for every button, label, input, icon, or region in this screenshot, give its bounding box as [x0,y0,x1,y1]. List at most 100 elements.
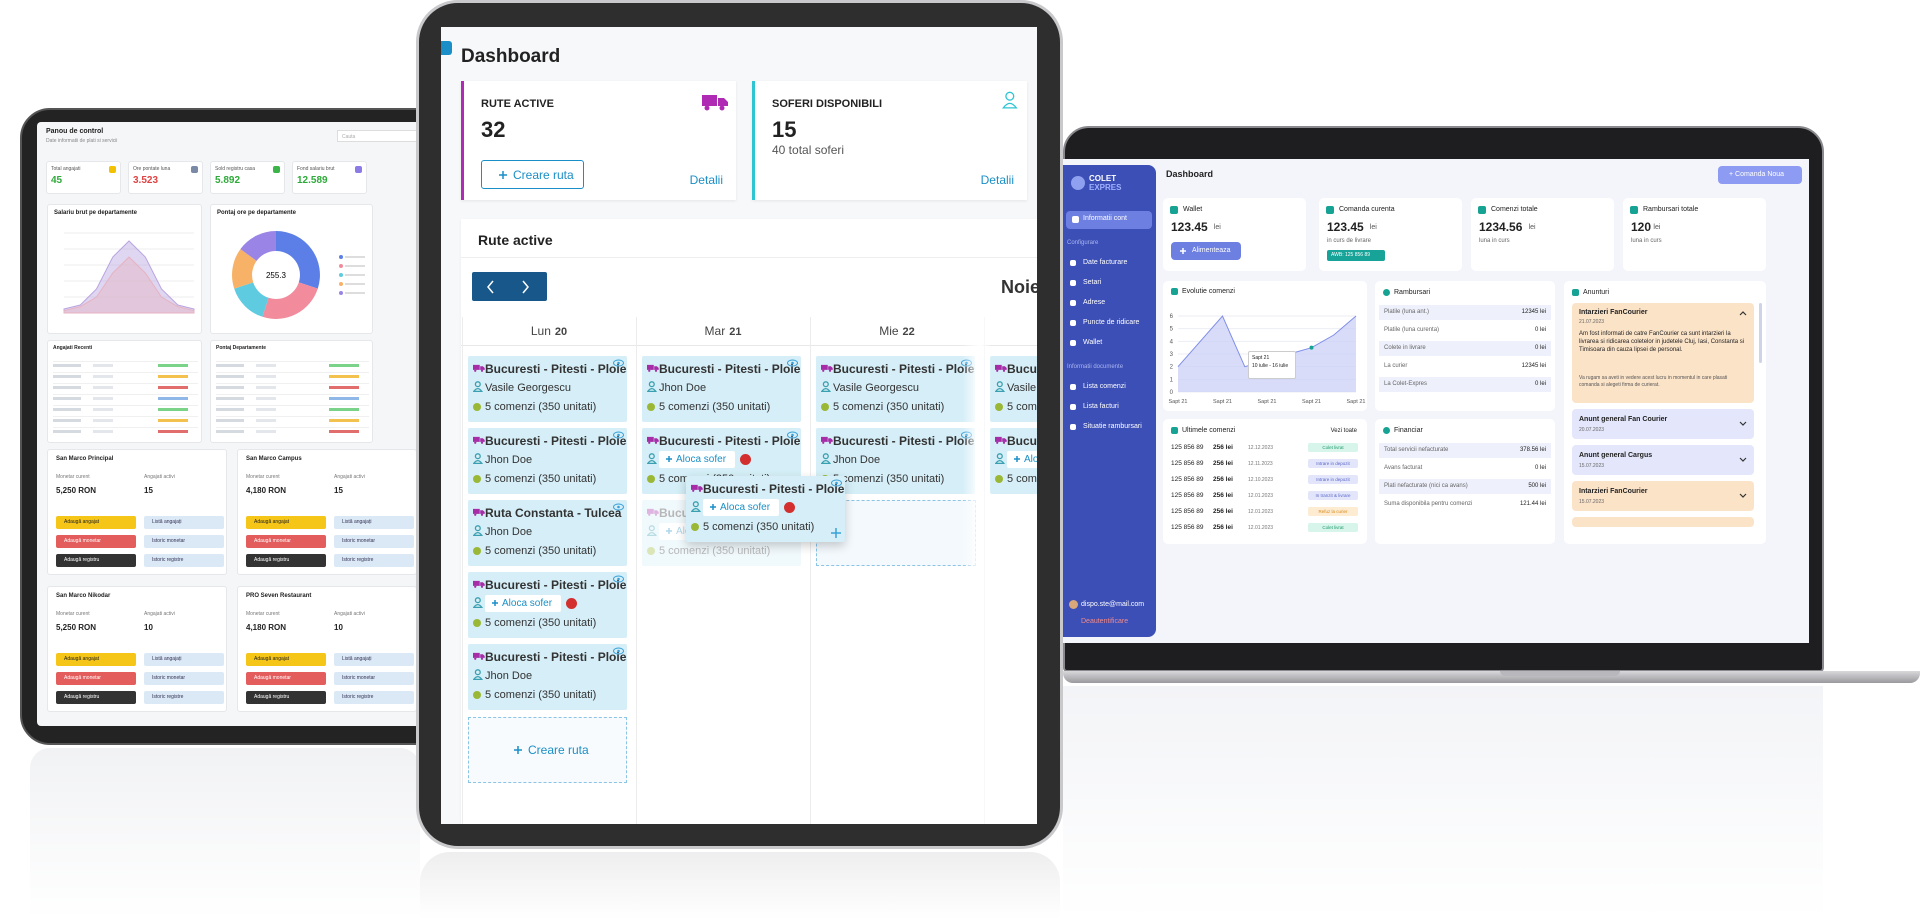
route-name: Bucuresti - Pitesti - Ploiesti [833,362,975,376]
history-button[interactable]: Istoric registre [144,691,224,704]
route-card[interactable]: Bucuresti - Pitesti - Ploiesti Aloca sofe… [686,476,845,542]
route-card[interactable]: Bucuresti - Pitesti - Ploiesti Jhon Doe 5 … [642,356,801,422]
status-label: In tranzit & livrare [1315,493,1351,498]
assign-driver-button[interactable]: Aloca sofer [659,451,751,468]
field-value: 15 [144,486,153,495]
announcement-title: Intarzieri FanCourier [1579,309,1648,316]
wheel [474,369,477,372]
announcement-item[interactable]: Anunt general Fan Courier 20.07.2023 [1572,409,1754,439]
menu-item[interactable]: Situatie rambursari [1066,420,1152,436]
action-button[interactable]: Adaugă registru [56,554,136,567]
action-button[interactable]: Adaugă angajat [246,653,326,666]
row-bar [329,419,359,422]
action-button[interactable]: Adaugă registru [246,691,326,704]
details-link[interactable]: Detalii [689,173,723,187]
y-tick-label: 4 [1170,339,1174,345]
new-order-button[interactable]: + Comanda Noua [1718,166,1802,184]
row-bar [93,386,113,389]
person-head [474,453,481,460]
stat-card: Wallet 123.45 lei Alimenteaza [1163,198,1306,271]
route-card[interactable]: Bucuresti - Pitesti - Ploiesti Aloca sofe… [468,572,627,638]
history-button[interactable]: Istoric registre [334,691,414,704]
button-label: + Comanda Noua [1729,171,1785,178]
menu-label: Informatii cont [1083,215,1127,222]
menu-item[interactable]: Wallet [1066,336,1152,352]
chart-panel: Pontaj ore pe departamente 255.3 [210,204,373,334]
menu-item[interactable]: Adrese [1066,296,1152,312]
history-button[interactable]: Istoric registre [144,554,224,567]
order-count: 5 comenzi (350 unitati) [485,545,597,557]
card-title: RUTE ACTIVE [481,98,554,110]
action-button[interactable]: Adaugă monetar [56,535,136,548]
create-route-button[interactable]: Creare ruta [481,160,584,189]
route-card[interactable]: Bucuresti - Pitesti - Ploiesti Vasile Geo… [468,356,627,422]
route-card[interactable]: Ruta Constanta - Tulcea Jhon Doe 5 comenzi… [468,500,627,566]
avatar [1069,600,1078,609]
menu-item[interactable]: Date facturare [1066,256,1152,272]
history-button[interactable]: Istoric registre [334,554,414,567]
history-button[interactable]: Istoric monetar [334,672,414,685]
assign-driver-button[interactable]: Aloca sofer [1007,451,1037,468]
search-box[interactable]: Cauta [337,130,427,142]
row-value: 378.56 lei [1519,447,1546,453]
action-button[interactable]: Adaugă registru [56,691,136,704]
action-button[interactable]: Adaugă registru [246,554,326,567]
menu-item[interactable]: Lista facturi [1066,400,1152,416]
info-row: Plati nefacturate (nici ca avans) 500 lei [1379,479,1551,494]
route-card[interactable]: Bucuresti - Pitesti - Ploiesti Jhon Doe 5 … [468,428,627,494]
order-amount: 256 lei [1213,508,1233,515]
menu-item[interactable]: Setari [1066,276,1152,292]
history-button[interactable]: Listă angajați [144,653,224,666]
location-card: San Marco Campus Monetar curent 4,180 RON A… [237,449,417,575]
wheel [822,369,825,372]
order-amount: 256 lei [1213,524,1233,531]
topup-button[interactable]: Alimenteaza [1171,242,1241,260]
row-value: 0 lei [1534,381,1546,387]
add-route-slot[interactable]: Creare ruta [468,717,627,783]
menu-item[interactable]: Puncte de ridicare [1066,316,1152,332]
action-button[interactable]: Adaugă monetar [246,535,326,548]
route-card[interactable]: Bucuresti - Pitesti - Ploiesti Jhon Doe 5 … [468,644,627,710]
info-row: Platile (luna curenta) 0 lei [1379,323,1551,338]
action-button[interactable]: Adaugă monetar [246,672,326,685]
history-button[interactable]: Istoric monetar [334,535,414,548]
eye-pupil [617,577,620,581]
order-id: 125 856 89 [1171,524,1204,531]
route-name: Bucuresti - Pitesti - Ploiesti [1007,434,1037,448]
announcement-item[interactable]: Intarzieri FanCourier 15.07.2023 [1572,481,1754,511]
route-card[interactable]: Bucuresti - Pitesti - Ploiesti Vasile Geo… [816,356,975,422]
week-nav [472,272,547,301]
action-button[interactable]: Adaugă angajat [56,516,136,529]
history-button[interactable]: Listă angajați [334,516,414,529]
route-card[interactable]: Bucuresti - Pitesti - Ploiesti Jhon Doe 5 … [816,428,975,494]
route-card[interactable]: Bucuresti - Pitesti - Ploiesti Aloca sofe… [990,428,1037,494]
history-button[interactable]: Listă angajați [334,653,414,666]
collapse-toggle[interactable] [441,41,452,55]
order-count: 5 comenzi (350 unitati) [485,689,597,701]
route-card[interactable]: Bucuresti - Pitesti - Ploiesti Vasile Geo… [990,356,1037,422]
menu-icon [1070,424,1076,430]
announcement-item[interactable]: Anunt general Cargus 15.07.2023 [1572,445,1754,475]
person-body [473,675,483,681]
icon-graphic [995,436,1007,444]
history-button[interactable]: Listă angajați [144,516,224,529]
action-button[interactable]: Adaugă angajat [246,516,326,529]
location-name: San Marco Campus [246,456,302,462]
route-name: Bucuresti - Pitesti - Ploiesti [485,578,627,592]
view-all-link[interactable]: Vezi toate [1330,428,1357,434]
button-label: Istoric monetar [152,538,186,544]
logout-link[interactable]: Deautentificare [1081,618,1129,625]
menu-item[interactable]: Lista comenzi [1066,380,1152,396]
action-button[interactable]: Adaugă monetar [56,672,136,685]
assign-driver-button[interactable]: Aloca sofer [485,595,577,612]
row-bar [216,364,244,367]
action-button[interactable]: Adaugă angajat [56,653,136,666]
history-button[interactable]: Istoric monetar [144,672,224,685]
wheel [828,369,832,372]
history-button[interactable]: Istoric monetar [144,535,224,548]
details-link[interactable]: Detalii [980,173,1014,187]
menu-item-active[interactable]: Informatii cont [1066,211,1152,229]
assign-driver-button[interactable]: Aloca sofer [703,499,795,516]
announcement-open[interactable]: Intarzieri FanCourier 21.07.2023 Am fost i… [1572,303,1754,403]
center-tablet: Dashboard RUTE ACTIVE 32 Creare ruta Detalii… [416,0,1063,849]
